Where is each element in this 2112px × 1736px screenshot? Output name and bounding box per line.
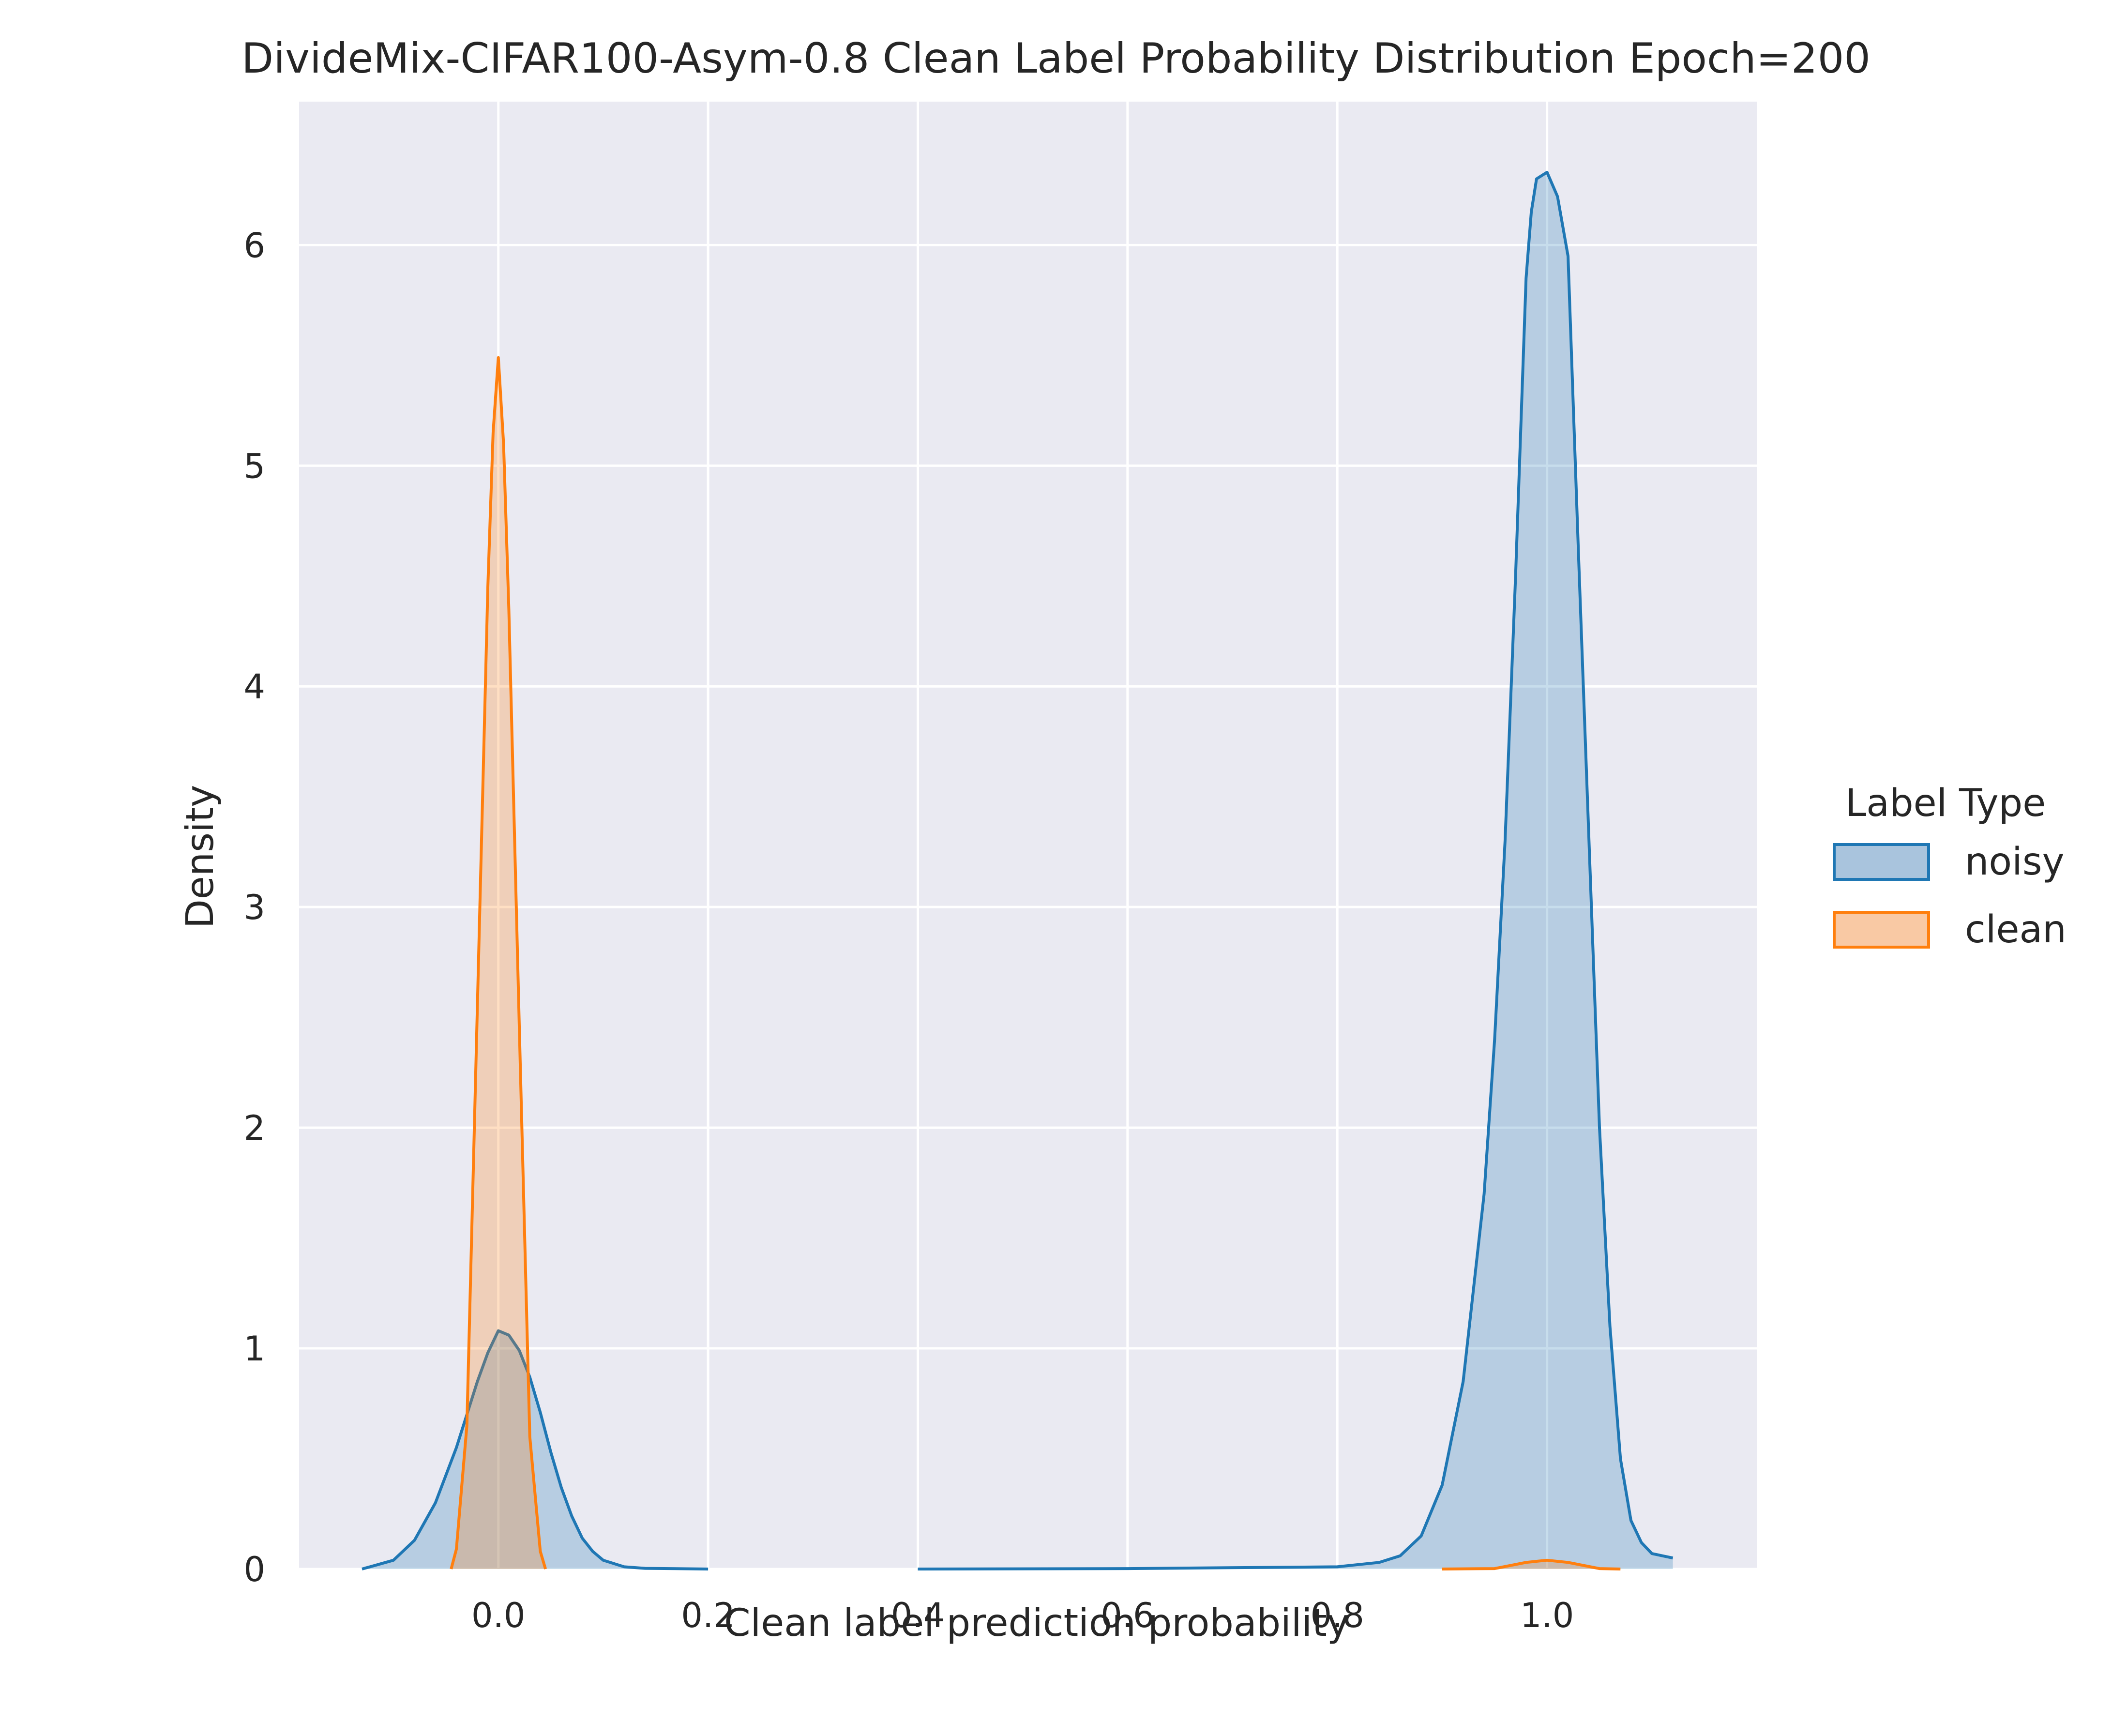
density-line-noisy: [362, 1329, 709, 1570]
y-tick-label: 6: [243, 226, 265, 265]
x-tick-label: 0.4: [891, 1596, 945, 1635]
y-tick-label: 2: [243, 1108, 265, 1148]
y-tick-label: 1: [243, 1329, 265, 1369]
y-tick-label: 0: [243, 1550, 265, 1589]
chart-title: DivideMix-CIFAR100-Asym-0.8 Clean Label …: [241, 34, 1871, 83]
y-axis-ticks: 0 1 2 3 4 5 6: [243, 226, 265, 1589]
x-tick-label: 0.2: [681, 1596, 735, 1635]
density-fill-clean: [451, 357, 546, 1570]
legend-swatch-clean: [1833, 911, 1930, 949]
plot-area: [299, 102, 1757, 1569]
legend-label-noisy: noisy: [1965, 840, 2065, 884]
y-tick-label: 3: [243, 888, 265, 927]
density-line-noisy: [918, 170, 1674, 1570]
x-axis-label: Clean label prediction probability: [724, 1601, 1349, 1645]
y-tick-label: 4: [243, 667, 265, 707]
x-tick-label: 0.0: [471, 1596, 525, 1635]
x-tick-label: 1.0: [1520, 1596, 1574, 1635]
legend-swatch-noisy: [1833, 843, 1930, 881]
x-tick-label: 0.8: [1311, 1596, 1364, 1635]
x-axis-ticks: 0.0 0.2 0.4 0.6 0.8 1.0: [471, 1596, 1574, 1635]
density-fill-noisy: [362, 1330, 709, 1569]
gridlines: [299, 102, 1757, 1570]
density-line-clean: [450, 356, 547, 1570]
x-tick-label: 0.6: [1101, 1596, 1154, 1635]
density-line-clean: [1442, 1558, 1621, 1570]
density-areas: [362, 170, 1674, 1570]
density-fill-noisy: [918, 172, 1673, 1570]
legend-title: Label Type: [1845, 782, 2046, 825]
legend: Label Type noisy clean: [1833, 782, 2067, 951]
legend-label-clean: clean: [1965, 908, 2067, 951]
y-axis-label: Density: [179, 785, 222, 929]
y-tick-label: 5: [243, 446, 265, 486]
density-fill-clean: [1442, 1560, 1621, 1569]
